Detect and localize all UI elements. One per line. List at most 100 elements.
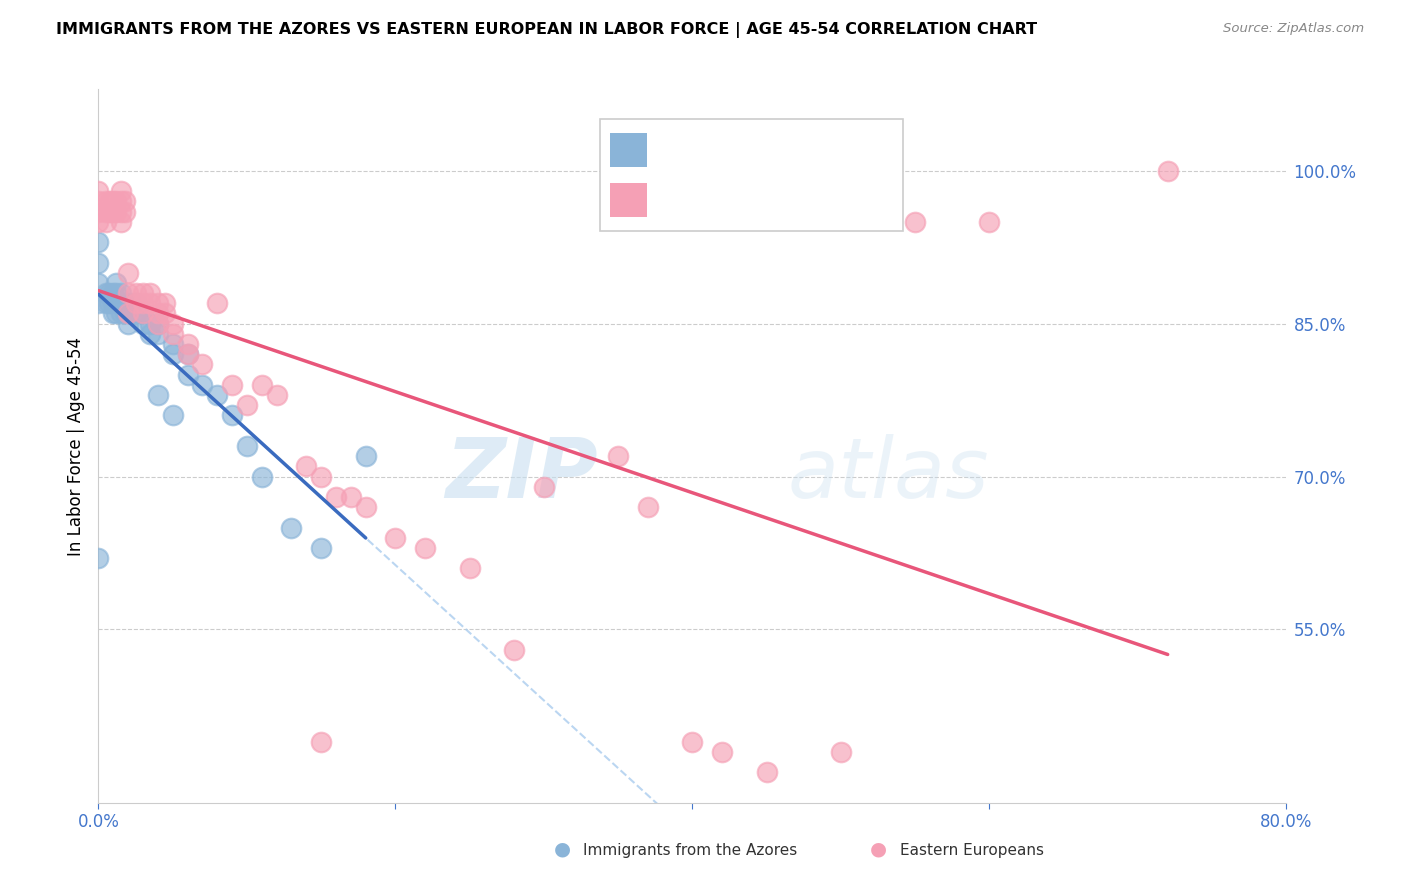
Point [110,204,132,219]
Point [97,296,120,310]
Point [354,449,377,463]
Point [236,398,259,412]
Point [132,306,155,320]
Point [755,765,778,780]
Point [87,215,110,229]
Point [124,296,146,310]
Point [110,194,132,209]
Point [354,500,377,515]
Point [105,296,128,310]
Point [105,204,128,219]
Point [110,296,132,310]
Point [637,500,659,515]
Point [132,296,155,310]
Point [110,306,132,320]
Point [103,296,125,310]
Point [124,286,146,301]
Text: ●: ● [554,839,571,858]
Point [176,347,198,361]
Point [117,296,139,310]
Point [94,286,117,301]
Point [266,388,288,402]
Point [98,204,121,219]
Point [132,306,155,320]
Point [114,296,136,310]
Point [94,296,117,310]
Point [146,388,169,402]
Point [105,286,128,301]
Point [155,306,177,320]
Point [110,215,132,229]
Point [176,368,198,382]
Point [155,296,177,310]
Point [162,409,184,423]
Point [146,296,169,310]
Point [979,215,1001,229]
Point [117,286,139,301]
Point [191,377,214,392]
Point [103,286,125,301]
Point [124,296,146,310]
Y-axis label: In Labor Force | Age 45-54: In Labor Force | Age 45-54 [66,336,84,556]
Point [110,286,132,301]
Point [207,296,229,310]
Point [309,734,332,748]
Point [97,286,120,301]
Point [904,215,927,229]
Point [162,317,184,331]
Point [103,204,125,219]
Point [139,326,162,341]
Point [162,347,184,361]
Point [114,194,136,209]
Point [124,306,146,320]
Point [146,317,169,331]
Point [250,469,273,483]
Point [384,531,406,545]
Text: IMMIGRANTS FROM THE AZORES VS EASTERN EUROPEAN IN LABOR FORCE | AGE 45-54 CORREL: IMMIGRANTS FROM THE AZORES VS EASTERN EU… [56,22,1038,38]
Point [162,326,184,341]
Point [458,561,481,575]
Point [132,317,155,331]
Point [295,459,318,474]
Point [94,194,117,209]
Point [114,306,136,320]
Point [250,377,273,392]
Point [94,215,117,229]
Point [711,745,734,759]
Point [221,377,243,392]
Point [139,286,162,301]
Point [325,490,347,504]
Point [146,306,169,320]
Point [340,490,363,504]
Point [117,266,139,280]
Point [176,347,198,361]
Point [176,337,198,351]
Point [207,388,229,402]
Point [114,204,136,219]
Text: ZIP: ZIP [444,434,598,515]
Point [87,551,110,566]
Point [607,449,630,463]
Point [87,194,110,209]
Point [533,480,555,494]
Point [309,469,332,483]
Point [105,194,128,209]
Point [87,204,110,219]
Point [146,317,169,331]
Text: Immigrants from the Azores: Immigrants from the Azores [583,843,797,858]
Point [117,306,139,320]
Point [132,286,155,301]
Text: Source: ZipAtlas.com: Source: ZipAtlas.com [1223,22,1364,36]
Point [105,276,128,290]
Text: Eastern Europeans: Eastern Europeans [900,843,1043,858]
Point [1156,163,1178,178]
Point [236,439,259,453]
Point [103,306,125,320]
Point [162,337,184,351]
Point [87,255,110,269]
Point [309,541,332,555]
Point [139,317,162,331]
Point [103,194,125,209]
Point [87,235,110,249]
Point [139,296,162,310]
